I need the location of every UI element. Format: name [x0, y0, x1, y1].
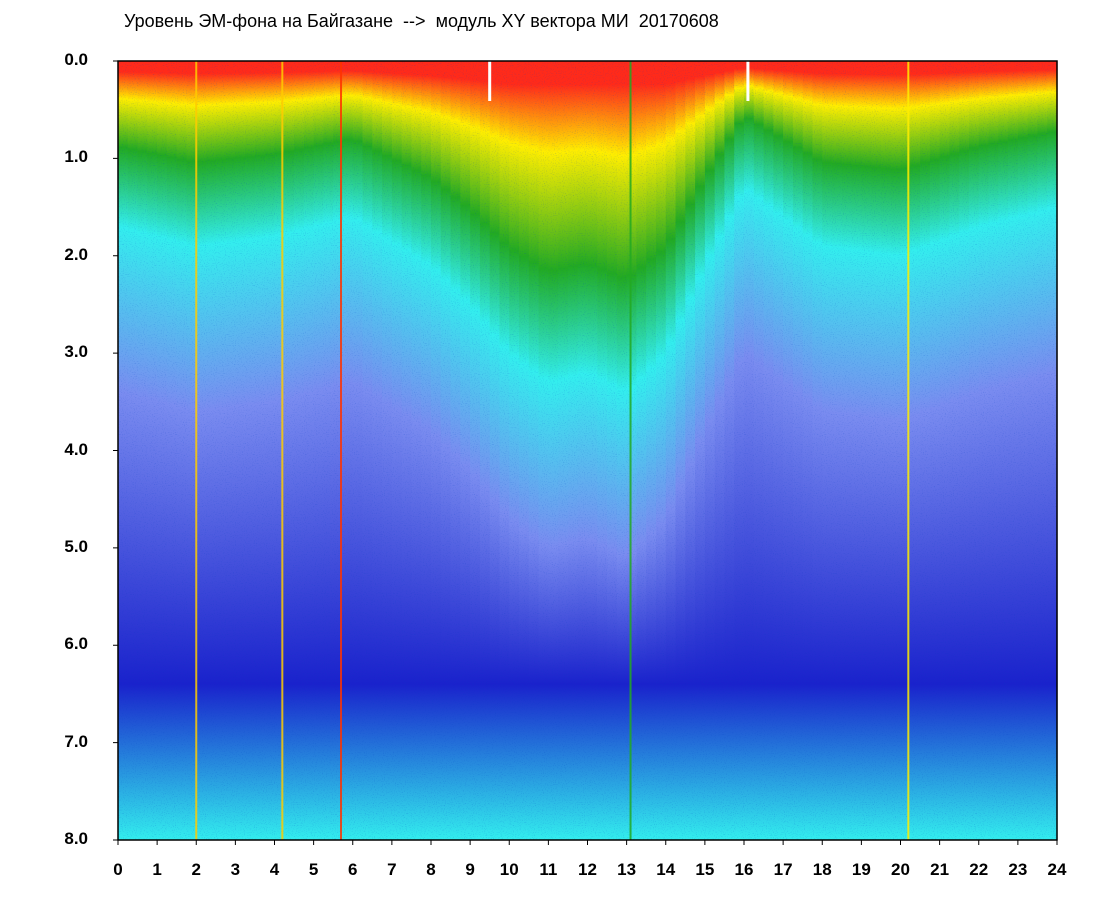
y-tick-label: 2.0: [64, 244, 88, 264]
x-tick-label: 16: [734, 860, 754, 879]
x-tick-label: 6: [348, 860, 358, 879]
y-tick-label: 5.0: [64, 536, 88, 556]
y-tick-label: 4.0: [64, 439, 88, 459]
tick-marks: [113, 60, 1058, 845]
x-tick-label: 5: [308, 860, 319, 879]
x-tick-label: 12: [578, 860, 597, 879]
x-tick-label: 9: [465, 860, 475, 879]
x-tick-label: 11: [539, 860, 558, 879]
x-tick-label: 24: [1047, 860, 1067, 879]
speckle-texture: [118, 61, 1057, 840]
x-tick-label: 17: [773, 860, 793, 879]
x-tick-label: 14: [656, 860, 676, 879]
x-tick-label: 2: [191, 860, 201, 879]
x-tick-label: 19: [851, 860, 871, 879]
x-tick-label: 1: [152, 860, 162, 879]
x-tick-label: 7: [387, 860, 397, 879]
y-tick-label: 3.0: [64, 342, 88, 362]
x-tick-label: 15: [695, 860, 715, 879]
x-tick-label: 20: [891, 860, 910, 879]
x-tick-label: 22: [969, 860, 989, 879]
x-tick-label: 4: [269, 860, 280, 879]
x-tick-label: 8: [426, 860, 436, 879]
vertical-lines: [195, 61, 910, 840]
y-tick-label: 0.0: [64, 50, 88, 69]
x-tick-label: 23: [1008, 860, 1028, 879]
x-tick-label: 3: [230, 860, 241, 879]
y-tick-label: 8.0: [64, 829, 88, 848]
x-tick-label: 10: [499, 860, 519, 879]
y-tick-label: 6.0: [64, 634, 88, 654]
x-tick-label: 18: [812, 860, 832, 879]
y-tick-label: 7.0: [64, 731, 88, 751]
x-tick-label: 0: [113, 860, 123, 879]
y-tick-label: 1.0: [64, 147, 88, 167]
x-tick-label: 21: [930, 860, 950, 879]
chart-title: Уровень ЭМ-фона на Байгазане --> модуль …: [124, 11, 719, 31]
x-tick-label: 13: [617, 860, 637, 879]
